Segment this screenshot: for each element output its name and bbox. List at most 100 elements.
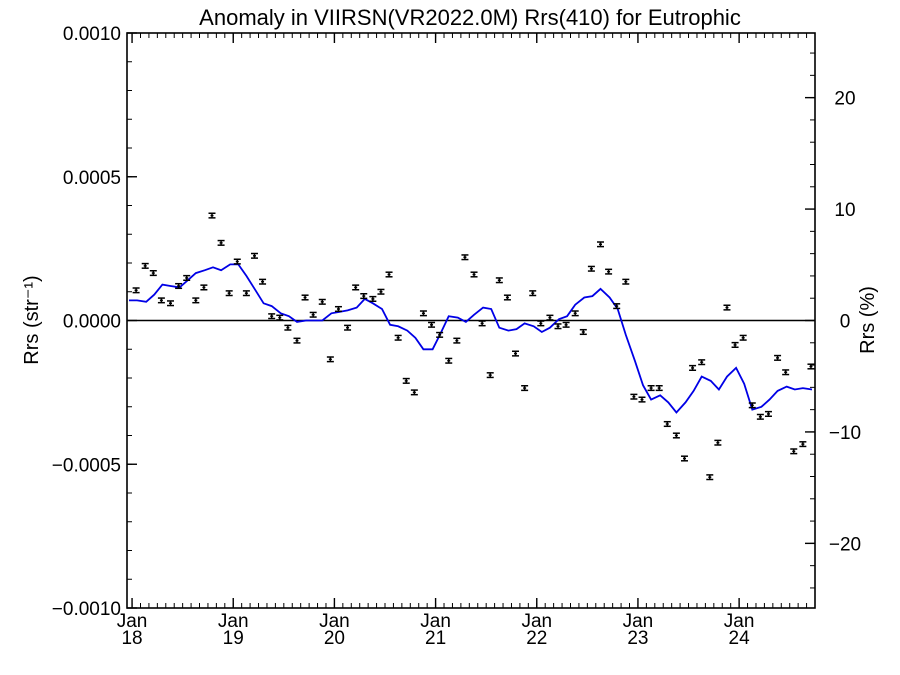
data-point xyxy=(503,294,511,301)
data-point xyxy=(318,298,326,305)
data-point xyxy=(622,278,630,285)
data-point xyxy=(739,334,747,341)
x-tick-month-label: Jan xyxy=(218,611,249,632)
data-point xyxy=(167,300,175,307)
y2-axis-label: Rrs (%) xyxy=(857,286,879,354)
data-point xyxy=(689,364,697,371)
data-point xyxy=(402,377,410,384)
data-point xyxy=(436,331,444,338)
data-point xyxy=(521,385,529,392)
x-tick-month-label: Jan xyxy=(724,611,755,632)
data-point xyxy=(200,284,208,291)
x-tick-month-label: Jan xyxy=(521,611,552,632)
data-point xyxy=(774,354,782,361)
y2-tick-label: 20 xyxy=(834,89,855,110)
data-point xyxy=(714,439,722,446)
x-tick-year-label: 21 xyxy=(425,628,446,649)
y-tick-label: 0.0010 xyxy=(63,24,121,45)
data-point xyxy=(655,385,663,392)
data-point xyxy=(723,304,731,311)
data-point xyxy=(175,282,183,290)
data-point xyxy=(453,337,461,344)
data-point xyxy=(242,290,250,297)
data-point xyxy=(486,372,494,379)
x-tick-year-label: 18 xyxy=(121,628,142,649)
data-point xyxy=(706,474,714,481)
data-point xyxy=(495,277,503,284)
data-point xyxy=(149,270,157,277)
data-point xyxy=(208,212,216,219)
data-point xyxy=(537,320,545,327)
data-point xyxy=(613,303,621,310)
data-point xyxy=(790,448,798,455)
x-tick-month-label: Jan xyxy=(319,611,350,632)
data-point xyxy=(259,278,267,285)
data-point xyxy=(192,297,200,304)
y-tick-label: 0.0005 xyxy=(63,168,121,189)
data-point xyxy=(680,455,688,462)
errorbar-points-series xyxy=(132,212,815,481)
y2-tick-label: −10 xyxy=(829,423,861,444)
data-point xyxy=(764,410,772,417)
y2-tick-label: 10 xyxy=(834,200,855,221)
data-point xyxy=(478,320,486,327)
data-point xyxy=(344,324,352,331)
data-point xyxy=(647,385,655,392)
data-point xyxy=(326,356,334,363)
y2-tick-label: 0 xyxy=(840,312,851,333)
data-point xyxy=(799,441,807,448)
y-tick-label: 0.0000 xyxy=(63,312,121,333)
data-point xyxy=(748,402,756,409)
data-point xyxy=(301,294,309,301)
data-point xyxy=(268,313,276,320)
data-point xyxy=(571,310,579,317)
data-point xyxy=(157,297,165,304)
x-tick-year-label: 20 xyxy=(324,628,345,649)
data-point xyxy=(410,389,418,396)
data-point xyxy=(428,321,436,328)
x-tick-year-label: 19 xyxy=(223,628,244,649)
data-point xyxy=(461,254,469,261)
y-tick-label: −0.0005 xyxy=(52,455,121,476)
x-tick-year-label: 24 xyxy=(729,628,751,649)
data-point xyxy=(512,350,520,357)
data-point xyxy=(630,393,638,400)
data-point xyxy=(419,310,427,317)
data-point xyxy=(562,321,570,328)
data-point xyxy=(807,363,815,370)
data-point xyxy=(183,274,191,281)
data-point xyxy=(756,413,764,420)
data-point xyxy=(597,241,605,248)
y-tick-label: −0.0010 xyxy=(52,599,121,620)
data-point xyxy=(579,328,587,336)
data-point xyxy=(672,432,680,439)
data-point xyxy=(638,396,646,403)
data-point xyxy=(782,369,790,376)
data-point xyxy=(529,290,537,297)
data-point xyxy=(233,258,241,265)
data-point xyxy=(250,252,258,259)
data-point xyxy=(369,295,377,302)
data-point xyxy=(394,334,402,341)
x-tick-month-label: Jan xyxy=(117,611,148,632)
x-tick-month-label: Jan xyxy=(420,611,451,632)
data-point xyxy=(698,359,706,366)
chart-title: Anomaly in VIIRSN(VR2022.0M) Rrs(410) fo… xyxy=(199,5,741,30)
data-point xyxy=(731,341,739,348)
data-point xyxy=(309,311,317,318)
smoothed-line-series xyxy=(129,263,813,414)
data-point xyxy=(276,314,284,321)
data-point xyxy=(225,290,233,297)
data-point xyxy=(546,314,554,321)
data-point xyxy=(470,271,478,278)
data-point xyxy=(360,293,368,300)
data-point xyxy=(587,265,595,272)
y-axis-right: 20 10 0 −10 −20 xyxy=(805,52,861,589)
y2-tick-label: −20 xyxy=(829,534,861,555)
data-point xyxy=(141,262,149,269)
x-tick-month-label: Jan xyxy=(623,611,654,632)
data-point xyxy=(293,337,301,344)
data-point xyxy=(554,323,562,330)
